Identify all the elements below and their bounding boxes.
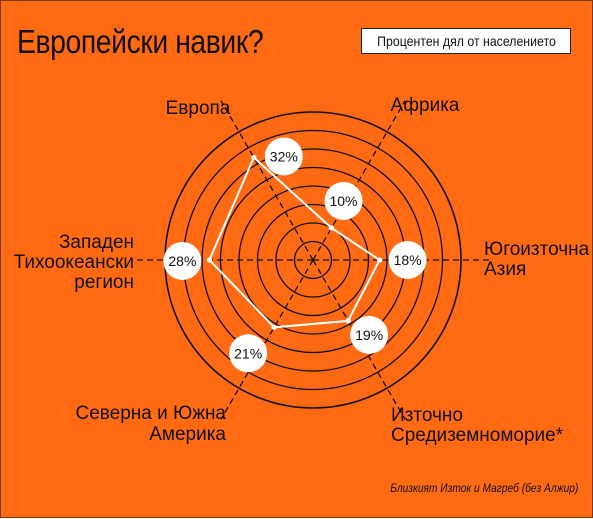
category-label: Западен Тихоокеански регион — [14, 232, 134, 293]
category-label: Африка — [391, 95, 460, 116]
category-label: Северна и Южна Америка — [76, 403, 227, 445]
value-label-circle — [163, 242, 202, 280]
footnote: Близкият Изток и Магреб (без Алжир) — [389, 481, 578, 495]
data-point — [206, 257, 212, 263]
data-point — [377, 257, 383, 263]
unit-badge: Процентен дял от населението — [361, 28, 571, 54]
category-label: Европа — [166, 98, 231, 119]
data-point — [271, 324, 277, 330]
value-label: 18% — [394, 252, 422, 268]
value-label: 19% — [355, 327, 383, 343]
grid-axis — [312, 100, 406, 261]
data-point — [328, 225, 335, 231]
value-label: 10% — [329, 193, 357, 209]
value-labels: 32% 10% 18% 19% 21% 28% — [163, 137, 427, 373]
value-label: 21% — [234, 345, 262, 361]
grid-axis — [220, 100, 314, 261]
unit-badge-label: Процентен дял от населението — [376, 33, 556, 49]
chart-title: Европейски навик? — [17, 23, 264, 60]
series-layer — [206, 154, 383, 330]
value-label-circle — [229, 334, 268, 373]
category-labels: Европа Африка Югоизточна Азия Източно Средизе… — [14, 95, 590, 446]
grid-axis — [220, 259, 314, 420]
grid-ring — [275, 222, 351, 298]
category-label: Югоизточна Азия — [484, 239, 590, 280]
value-label: 32% — [270, 148, 298, 164]
value-label-circle — [324, 181, 363, 220]
data-point — [251, 154, 257, 161]
data-point — [345, 318, 351, 324]
value-label-circle — [388, 241, 427, 279]
grid-ring — [293, 240, 333, 280]
category-label: Източно Средиземноморие* — [391, 405, 564, 446]
value-label-circle — [350, 315, 389, 354]
series-line — [208, 155, 381, 329]
value-label: 28% — [168, 253, 196, 269]
value-label-circle — [264, 137, 303, 176]
